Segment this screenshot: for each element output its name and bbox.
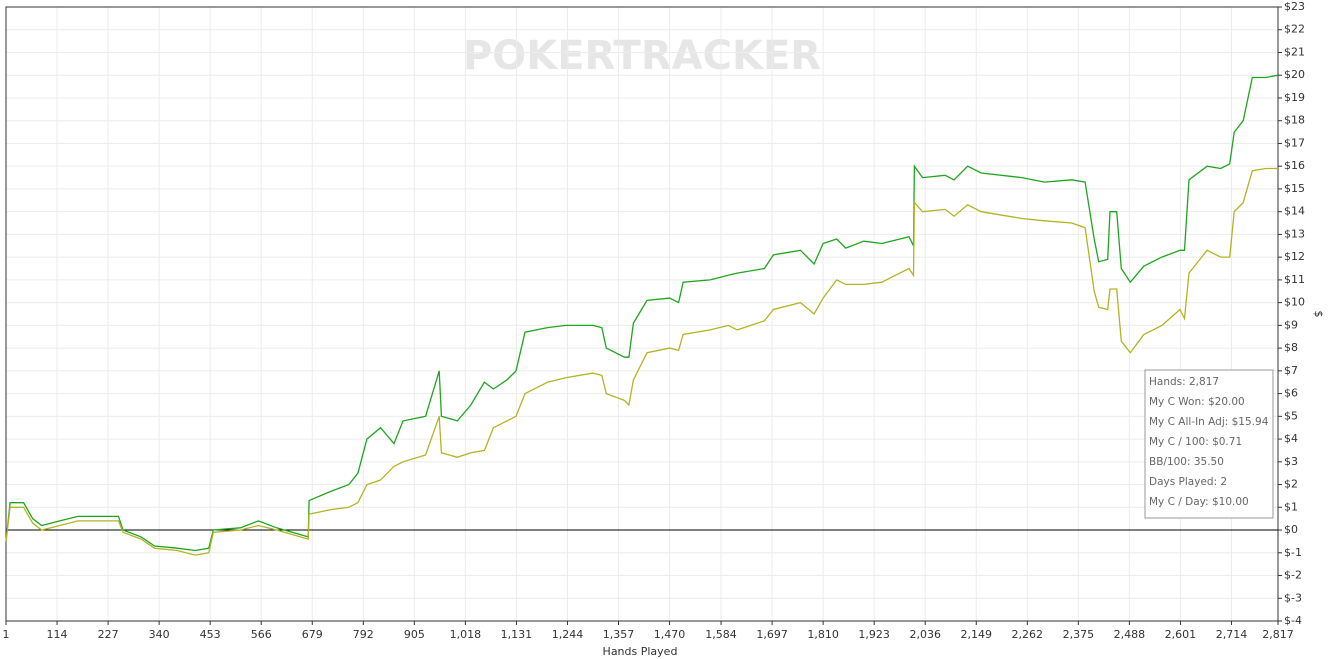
x-tick-label: 2,817 bbox=[1262, 628, 1294, 641]
info-line: My C Won: $20.00 bbox=[1149, 396, 1245, 408]
y-tick-label: $14 bbox=[1284, 205, 1305, 218]
x-tick-label: 1,810 bbox=[807, 628, 839, 641]
y-tick-label: $17 bbox=[1284, 136, 1305, 149]
x-tick-label: 2,714 bbox=[1216, 628, 1248, 641]
y-tick-label: $9 bbox=[1284, 318, 1298, 331]
x-tick-label: 1,697 bbox=[756, 628, 788, 641]
info-line: My C / Day: $10.00 bbox=[1149, 496, 1249, 508]
x-tick-label: 453 bbox=[200, 628, 221, 641]
info-line: BB/100: 35.50 bbox=[1149, 456, 1224, 468]
y-tick-label: $23 bbox=[1284, 0, 1305, 13]
info-line: Hands: 2,817 bbox=[1149, 376, 1219, 388]
x-tick-label: 679 bbox=[302, 628, 323, 641]
info-line: My C All-In Adj: $15.94 bbox=[1149, 416, 1269, 428]
x-tick-label: 1,470 bbox=[654, 628, 686, 641]
x-tick-label: 1,923 bbox=[858, 628, 890, 641]
x-tick-label: 2,036 bbox=[909, 628, 941, 641]
y-tick-label: $13 bbox=[1284, 227, 1305, 240]
y-tick-label: $-3 bbox=[1284, 591, 1302, 604]
x-tick-label: 1,244 bbox=[552, 628, 584, 641]
x-tick-label: 2,149 bbox=[961, 628, 993, 641]
y-tick-label: $16 bbox=[1284, 159, 1305, 172]
y-tick-label: $22 bbox=[1284, 23, 1305, 36]
y-tick-label: $20 bbox=[1284, 68, 1305, 81]
x-tick-label: 792 bbox=[353, 628, 374, 641]
y-tick-label: $12 bbox=[1284, 250, 1305, 263]
x-tick-label: 1,357 bbox=[603, 628, 635, 641]
series-line bbox=[5, 74, 1279, 552]
y-tick-label: $6 bbox=[1284, 387, 1298, 400]
x-tick-label: 905 bbox=[404, 628, 425, 641]
y-tick-label: $1 bbox=[1284, 500, 1298, 513]
plot-frame bbox=[5, 6, 1279, 622]
x-tick-label: 1,131 bbox=[501, 628, 533, 641]
y-tick-label: $5 bbox=[1284, 409, 1298, 422]
y-tick-label: $19 bbox=[1284, 91, 1305, 104]
y-tick-label: $-1 bbox=[1284, 546, 1302, 559]
x-tick-label: 2,375 bbox=[1063, 628, 1095, 641]
y-tick-label: $21 bbox=[1284, 45, 1305, 58]
y-axis-label: $ bbox=[1312, 311, 1325, 318]
y-tick-label: $10 bbox=[1284, 296, 1305, 309]
y-tick-label: $4 bbox=[1284, 432, 1298, 445]
y-tick-label: $-2 bbox=[1284, 569, 1302, 582]
x-tick-label: 1,584 bbox=[705, 628, 737, 641]
info-line: My C / 100: $0.71 bbox=[1149, 436, 1242, 448]
x-tick-label: 114 bbox=[47, 628, 68, 641]
info-line: Days Played: 2 bbox=[1149, 476, 1227, 488]
y-tick-label: $18 bbox=[1284, 114, 1305, 127]
x-tick-label: 2,262 bbox=[1012, 628, 1044, 641]
watermark: POKERTRACKER bbox=[463, 33, 821, 79]
x-tick-label: 1 bbox=[3, 628, 10, 641]
y-tick-label: $3 bbox=[1284, 455, 1298, 468]
series-line bbox=[5, 167, 1278, 556]
x-axis-label: Hands Played bbox=[603, 645, 678, 658]
info-box bbox=[1144, 369, 1274, 519]
y-tick-label: $8 bbox=[1284, 341, 1298, 354]
y-tick-label: $11 bbox=[1284, 273, 1305, 286]
x-tick-label: 1,018 bbox=[450, 628, 482, 641]
x-tick-label: 566 bbox=[251, 628, 272, 641]
x-tick-label: 340 bbox=[149, 628, 170, 641]
y-tick-label: $-4 bbox=[1284, 614, 1302, 627]
x-tick-label: 2,488 bbox=[1114, 628, 1146, 641]
y-tick-label: $2 bbox=[1284, 478, 1298, 491]
y-tick-label: $7 bbox=[1284, 364, 1298, 377]
x-tick-label: 227 bbox=[98, 628, 119, 641]
y-tick-label: $0 bbox=[1284, 523, 1298, 536]
y-tick-label: $15 bbox=[1284, 182, 1305, 195]
x-tick-label: 2,601 bbox=[1165, 628, 1197, 641]
